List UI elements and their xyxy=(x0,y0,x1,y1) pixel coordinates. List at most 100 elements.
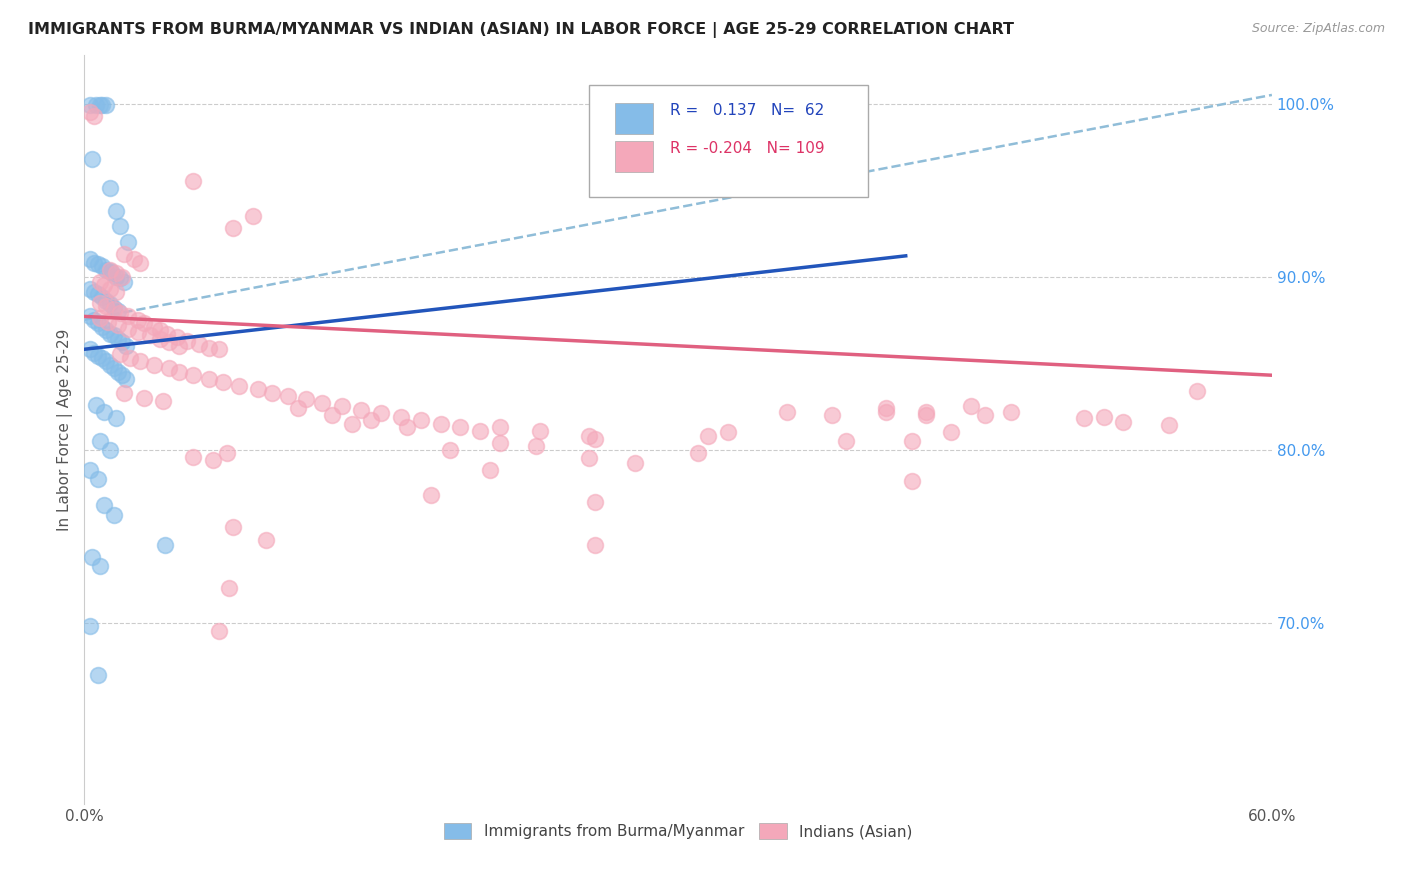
Point xyxy=(89,311,111,326)
Point xyxy=(914,408,936,422)
Point xyxy=(142,358,165,372)
Point xyxy=(132,316,155,330)
Point xyxy=(208,343,231,357)
Point xyxy=(112,385,135,400)
Point xyxy=(181,450,204,464)
Point xyxy=(94,299,117,313)
FancyBboxPatch shape xyxy=(589,85,868,197)
Point xyxy=(83,256,105,270)
Point xyxy=(578,451,600,466)
Point xyxy=(111,269,134,284)
Point xyxy=(148,332,170,346)
Point xyxy=(98,262,121,277)
Point xyxy=(900,474,922,488)
Point xyxy=(157,335,180,350)
Point xyxy=(79,252,101,267)
Point xyxy=(1157,418,1180,433)
Bar xyxy=(616,103,654,135)
Text: R = -0.204   N= 109: R = -0.204 N= 109 xyxy=(669,141,824,155)
Point xyxy=(222,221,245,235)
Point xyxy=(188,337,211,351)
Point xyxy=(583,494,606,508)
Point xyxy=(104,203,127,218)
Point xyxy=(103,301,125,315)
Point xyxy=(215,446,238,460)
Point xyxy=(1073,411,1095,425)
Point xyxy=(583,432,606,446)
Point xyxy=(87,258,110,272)
Point xyxy=(211,375,233,389)
Point xyxy=(176,334,198,348)
Point xyxy=(228,378,250,392)
Point xyxy=(960,400,983,414)
Point xyxy=(254,533,277,547)
Point xyxy=(79,463,101,477)
Point xyxy=(91,98,114,112)
Point xyxy=(198,341,221,355)
Point xyxy=(900,434,922,448)
Point xyxy=(98,282,121,296)
Point xyxy=(91,351,114,365)
Point xyxy=(108,271,131,285)
Point xyxy=(82,549,104,564)
Point xyxy=(103,328,125,343)
Point xyxy=(98,264,121,278)
Point xyxy=(340,417,363,431)
Bar xyxy=(616,141,654,172)
Point xyxy=(914,404,936,418)
Point xyxy=(101,266,124,280)
Point xyxy=(311,396,333,410)
Point xyxy=(98,326,121,341)
Point xyxy=(716,425,738,440)
Point xyxy=(104,266,127,280)
Point xyxy=(107,365,129,379)
Point xyxy=(156,326,179,341)
Point xyxy=(108,347,131,361)
Text: IMMIGRANTS FROM BURMA/MYANMAR VS INDIAN (ASIAN) IN LABOR FORCE | AGE 25-29 CORRE: IMMIGRANTS FROM BURMA/MYANMAR VS INDIAN … xyxy=(28,22,1014,38)
Point xyxy=(479,463,502,477)
Point xyxy=(98,358,121,372)
Point xyxy=(79,105,101,120)
Point xyxy=(470,424,492,438)
Point xyxy=(83,313,105,327)
Point xyxy=(103,302,125,317)
Point xyxy=(623,457,645,471)
Point xyxy=(821,408,844,422)
Point xyxy=(321,408,343,422)
Point xyxy=(370,406,392,420)
Point xyxy=(94,293,117,308)
Point xyxy=(208,624,231,639)
Point xyxy=(112,275,135,289)
Point xyxy=(103,508,125,523)
Point xyxy=(218,581,240,595)
Point xyxy=(1185,384,1208,398)
Point xyxy=(87,286,110,301)
Point xyxy=(875,401,897,416)
Point xyxy=(148,323,170,337)
Point xyxy=(94,98,117,112)
Point xyxy=(115,339,138,353)
Point xyxy=(578,429,600,443)
Point xyxy=(360,413,382,427)
Point xyxy=(84,398,107,412)
Point xyxy=(181,174,204,188)
Point xyxy=(118,351,141,365)
Point xyxy=(1000,404,1022,418)
Point xyxy=(89,434,111,448)
Point xyxy=(83,285,105,300)
Point xyxy=(98,442,121,457)
Point xyxy=(87,316,110,330)
Point xyxy=(776,404,799,418)
Point xyxy=(262,385,284,400)
Point xyxy=(1092,409,1115,424)
Point xyxy=(128,256,150,270)
Point xyxy=(107,332,129,346)
Point xyxy=(93,498,115,512)
Point xyxy=(166,330,188,344)
Point xyxy=(489,435,512,450)
Point xyxy=(449,420,471,434)
Point xyxy=(79,343,101,357)
Point xyxy=(696,429,718,443)
Point xyxy=(98,297,121,311)
Point xyxy=(111,335,134,350)
